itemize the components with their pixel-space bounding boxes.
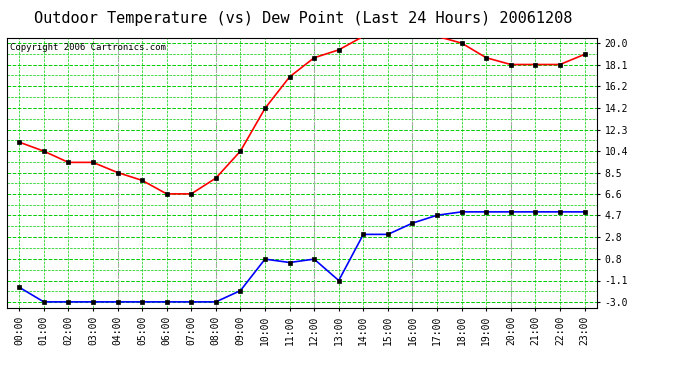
Text: Copyright 2006 Cartronics.com: Copyright 2006 Cartronics.com: [10, 43, 166, 52]
Text: Outdoor Temperature (vs) Dew Point (Last 24 Hours) 20061208: Outdoor Temperature (vs) Dew Point (Last…: [34, 11, 573, 26]
